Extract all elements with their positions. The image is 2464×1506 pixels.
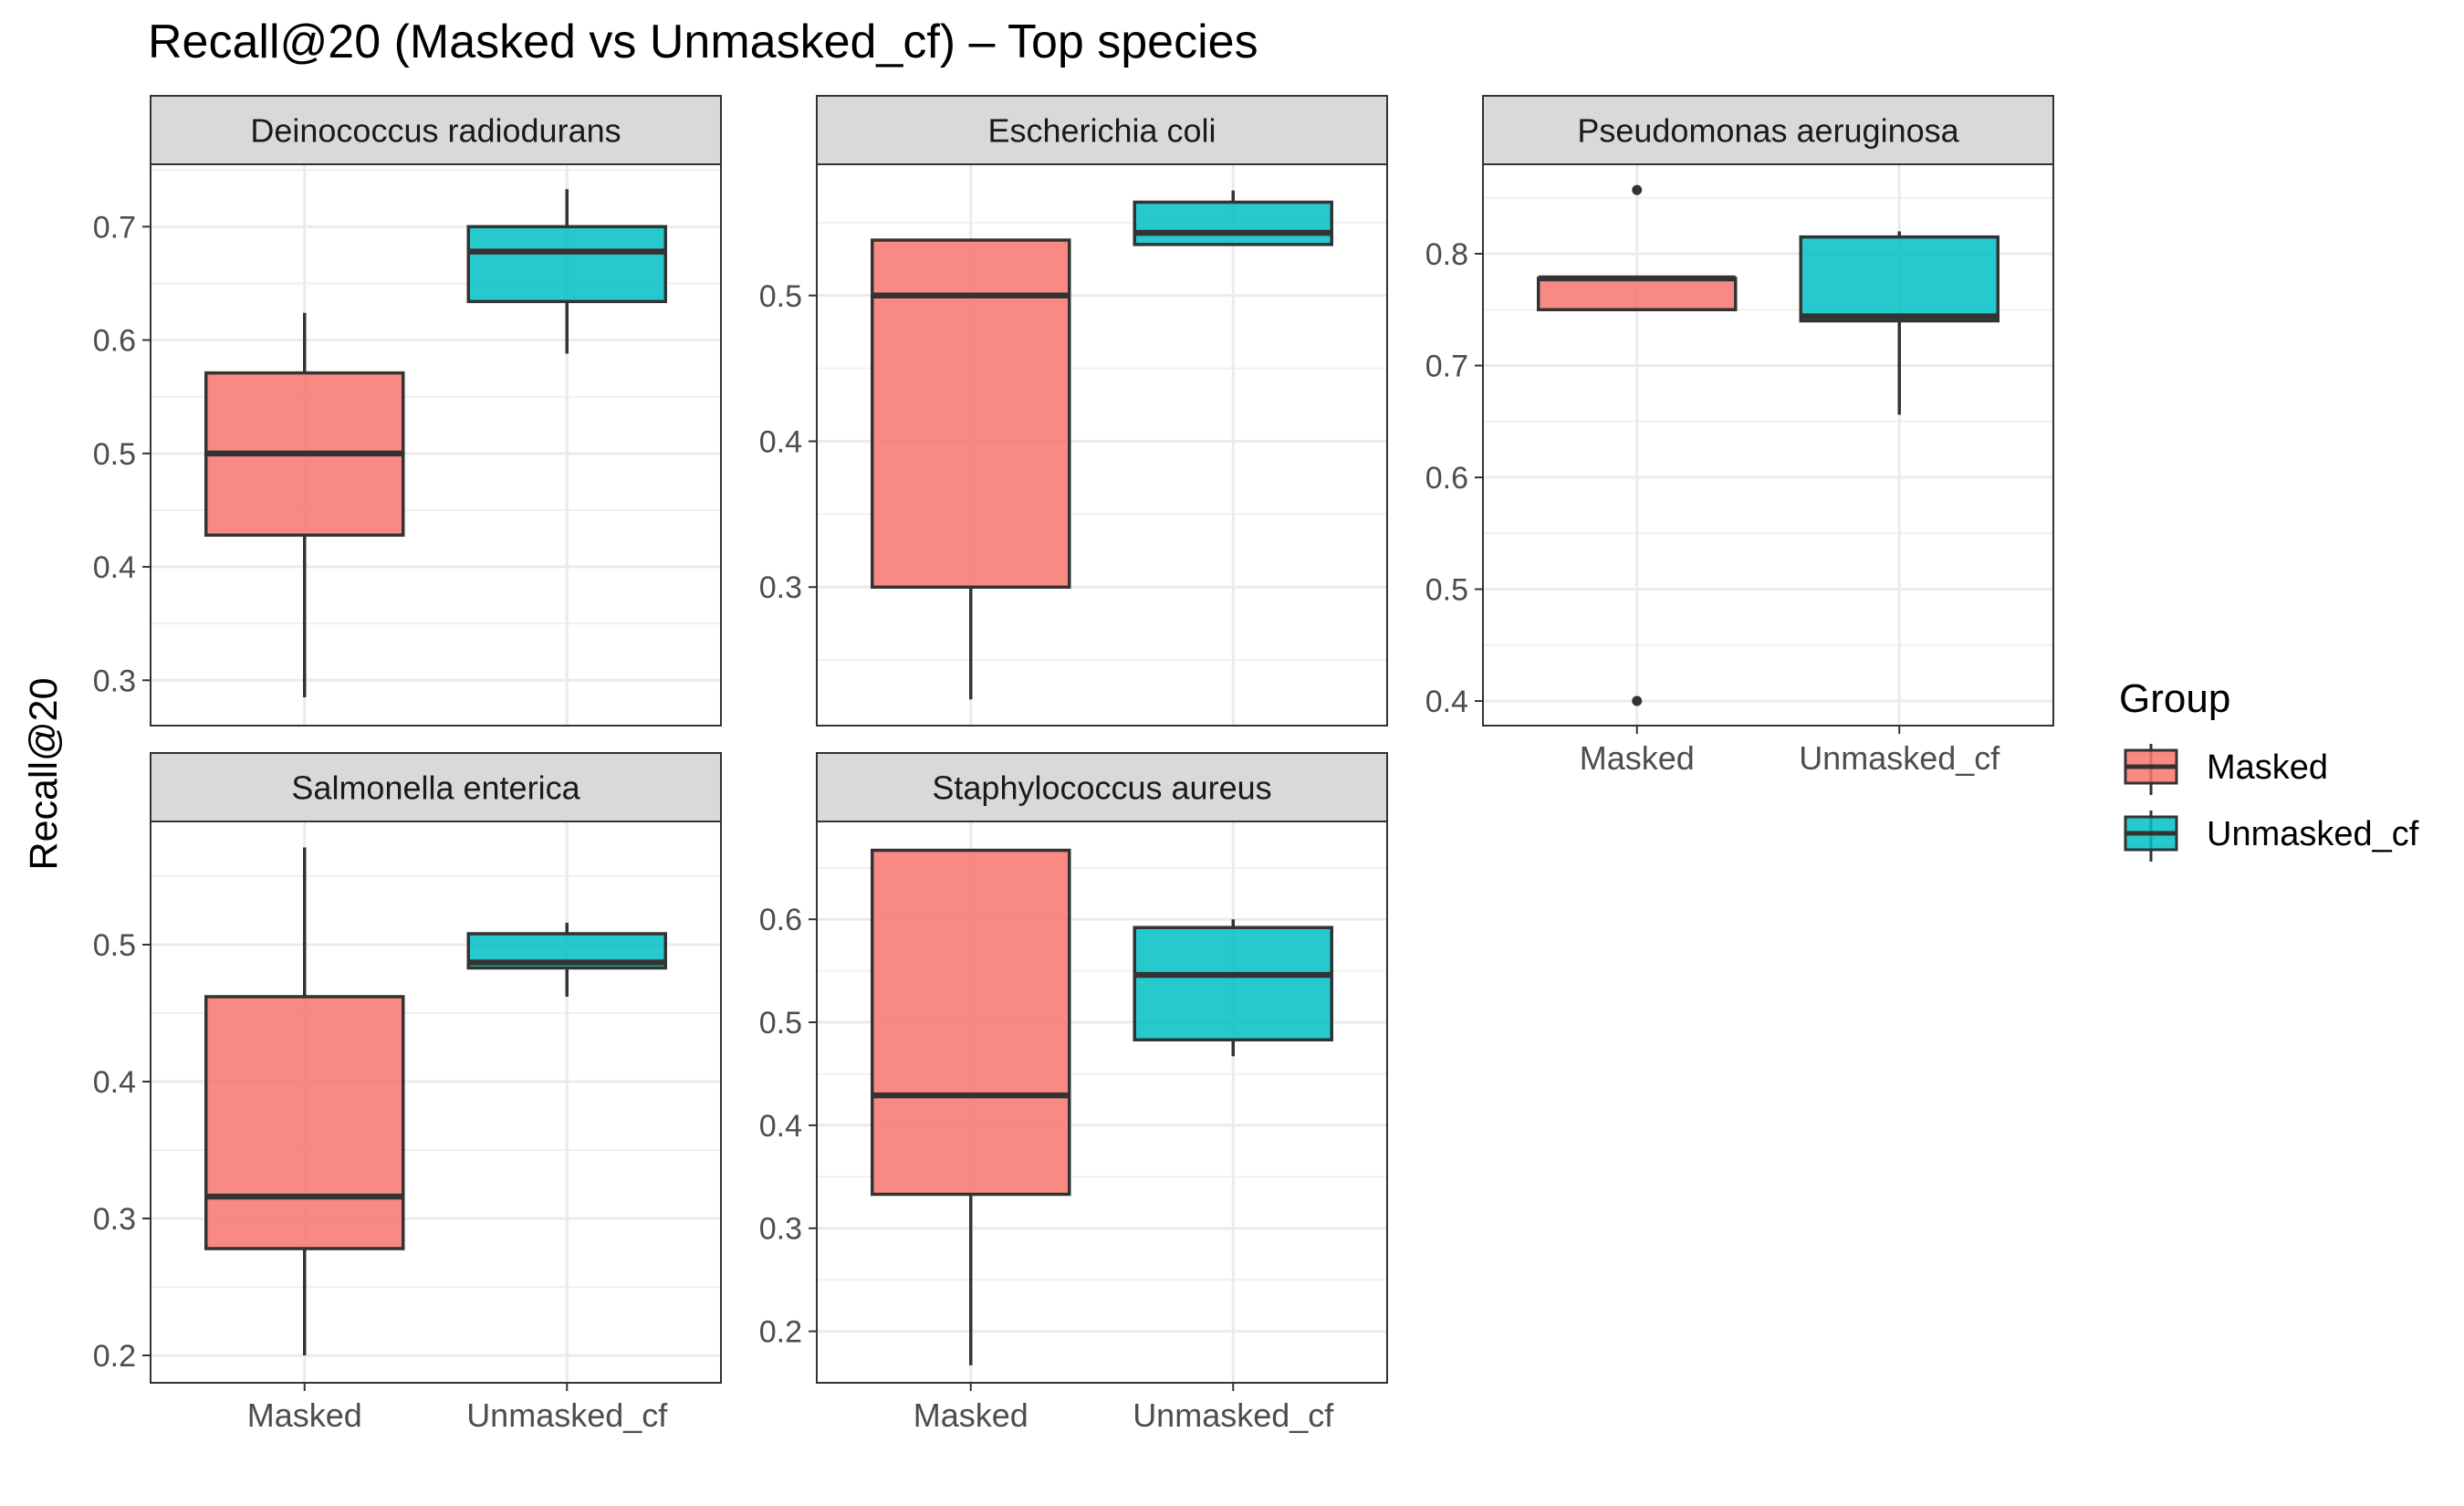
y-tick-label: 0.6 xyxy=(93,324,136,359)
y-tick-label: 0.7 xyxy=(93,210,136,245)
box-iqr xyxy=(1799,235,1999,323)
box-unmasked-cf xyxy=(1133,190,1333,246)
panel-escherichia-coli: Escherichia coli 0.3 0.4 0.5 xyxy=(759,95,1388,727)
x-tick-label: Unmasked_cf xyxy=(1133,1396,1334,1434)
panel-border xyxy=(150,821,722,1384)
strip-label-pseudomonas-aeruginosa: Pseudomonas aeruginosa xyxy=(1577,112,1959,150)
y-tick-label: 0.2 xyxy=(759,1315,802,1350)
box-unmasked-cf xyxy=(466,923,667,997)
legend-label: Masked xyxy=(2207,748,2328,787)
box-iqr xyxy=(204,995,405,1250)
panel-staphylococcus-aureus: Staphylococcus aureus 0.2 0.3 0.4 0.5 0.6 Mask… xyxy=(759,752,1388,1434)
y-tick-label: 0.6 xyxy=(759,903,802,937)
box-iqr xyxy=(1133,926,1333,1041)
box-masked xyxy=(204,847,405,1355)
y-tick-label: 0.4 xyxy=(759,1109,802,1144)
strip-escherichia-coli xyxy=(816,95,1388,165)
y-tick-label: 0.3 xyxy=(93,664,136,698)
y-tick-label: 0.6 xyxy=(1425,461,1468,496)
legend-label: Unmasked_cf xyxy=(2207,815,2419,853)
panel-border xyxy=(150,163,722,727)
y-tick-label: 0.3 xyxy=(93,1202,136,1237)
y-tick-label: 0.5 xyxy=(93,928,136,963)
y-tick-label: 0.4 xyxy=(759,425,802,460)
legend-entry-unmasked-cf: Unmasked_cf xyxy=(2124,811,2419,862)
legend-entry-masked: Masked xyxy=(2124,744,2328,795)
y-tick-label: 0.5 xyxy=(759,279,802,314)
facet-panels: Deinococcus radiodurans 0.3 0.4 0.5 0.6 0.7 Es… xyxy=(93,95,2054,1434)
x-tick-label: Unmasked_cf xyxy=(1799,739,2000,777)
panel-salmonella-enterica: Salmonella enterica 0.2 0.3 0.4 0.5 Masked Unm… xyxy=(93,752,722,1434)
legend: Group Masked Unmasked_cf xyxy=(2119,676,2419,862)
outlier-point xyxy=(1632,695,1643,706)
strip-label-salmonella-enterica: Salmonella enterica xyxy=(291,769,580,807)
box-masked xyxy=(871,848,1071,1365)
legend-title: Group xyxy=(2119,676,2230,721)
y-tick-label: 0.8 xyxy=(1425,237,1468,272)
x-tick-label: Masked xyxy=(1580,739,1695,777)
panel-deinococcus-radiodurans: Deinococcus radiodurans 0.3 0.4 0.5 0.6 0.7 xyxy=(93,95,722,727)
box-iqr xyxy=(871,238,1071,589)
strip-label-deinococcus-radiodurans: Deinococcus radiodurans xyxy=(250,112,621,150)
y-tick-label: 0.4 xyxy=(93,550,136,585)
y-tick-label: 0.2 xyxy=(93,1339,136,1374)
panel-border xyxy=(816,821,1388,1384)
y-tick-label: 0.3 xyxy=(759,1212,802,1247)
strip-label-escherichia-coli: Escherichia coli xyxy=(987,112,1216,150)
y-tick-label: 0.4 xyxy=(1425,685,1468,719)
box-iqr xyxy=(871,848,1071,1197)
box-masked xyxy=(204,312,405,697)
box-unmasked-cf xyxy=(466,189,667,354)
x-tick-label: Unmasked_cf xyxy=(466,1396,668,1434)
y-tick-label: 0.5 xyxy=(759,1006,802,1041)
y-tick-label: 0.5 xyxy=(93,437,136,472)
strip-label-staphylococcus-aureus: Staphylococcus aureus xyxy=(932,769,1271,807)
y-axis-label: Recall@20 xyxy=(22,678,66,871)
box-iqr xyxy=(466,225,667,304)
y-tick-label: 0.3 xyxy=(759,570,802,605)
box-masked xyxy=(1537,184,1738,706)
y-tick-label: 0.7 xyxy=(1425,350,1468,384)
box-iqr xyxy=(1537,277,1738,312)
x-tick-label: Masked xyxy=(914,1396,1028,1434)
box-iqr xyxy=(1133,200,1333,246)
panel-pseudomonas-aeruginosa: Pseudomonas aeruginosa 0.4 0.5 0.6 0.7 0.8 Mas… xyxy=(1425,95,2054,777)
box-unmasked-cf xyxy=(1799,231,1999,415)
box-masked xyxy=(871,238,1071,700)
panel-border xyxy=(1482,163,2054,727)
x-tick-label: Masked xyxy=(247,1396,362,1434)
panel-border xyxy=(816,163,1388,727)
y-tick-label: 0.4 xyxy=(93,1065,136,1100)
strip-staphylococcus-aureus xyxy=(816,752,1388,822)
strip-salmonella-enterica xyxy=(150,752,722,822)
strip-deinococcus-radiodurans xyxy=(150,95,722,165)
chart-title: Recall@20 (Masked vs Unmasked_cf) – Top … xyxy=(148,16,1258,68)
y-tick-label: 0.5 xyxy=(1425,573,1468,608)
box-unmasked-cf xyxy=(1133,919,1333,1057)
outlier-point xyxy=(1632,184,1643,195)
